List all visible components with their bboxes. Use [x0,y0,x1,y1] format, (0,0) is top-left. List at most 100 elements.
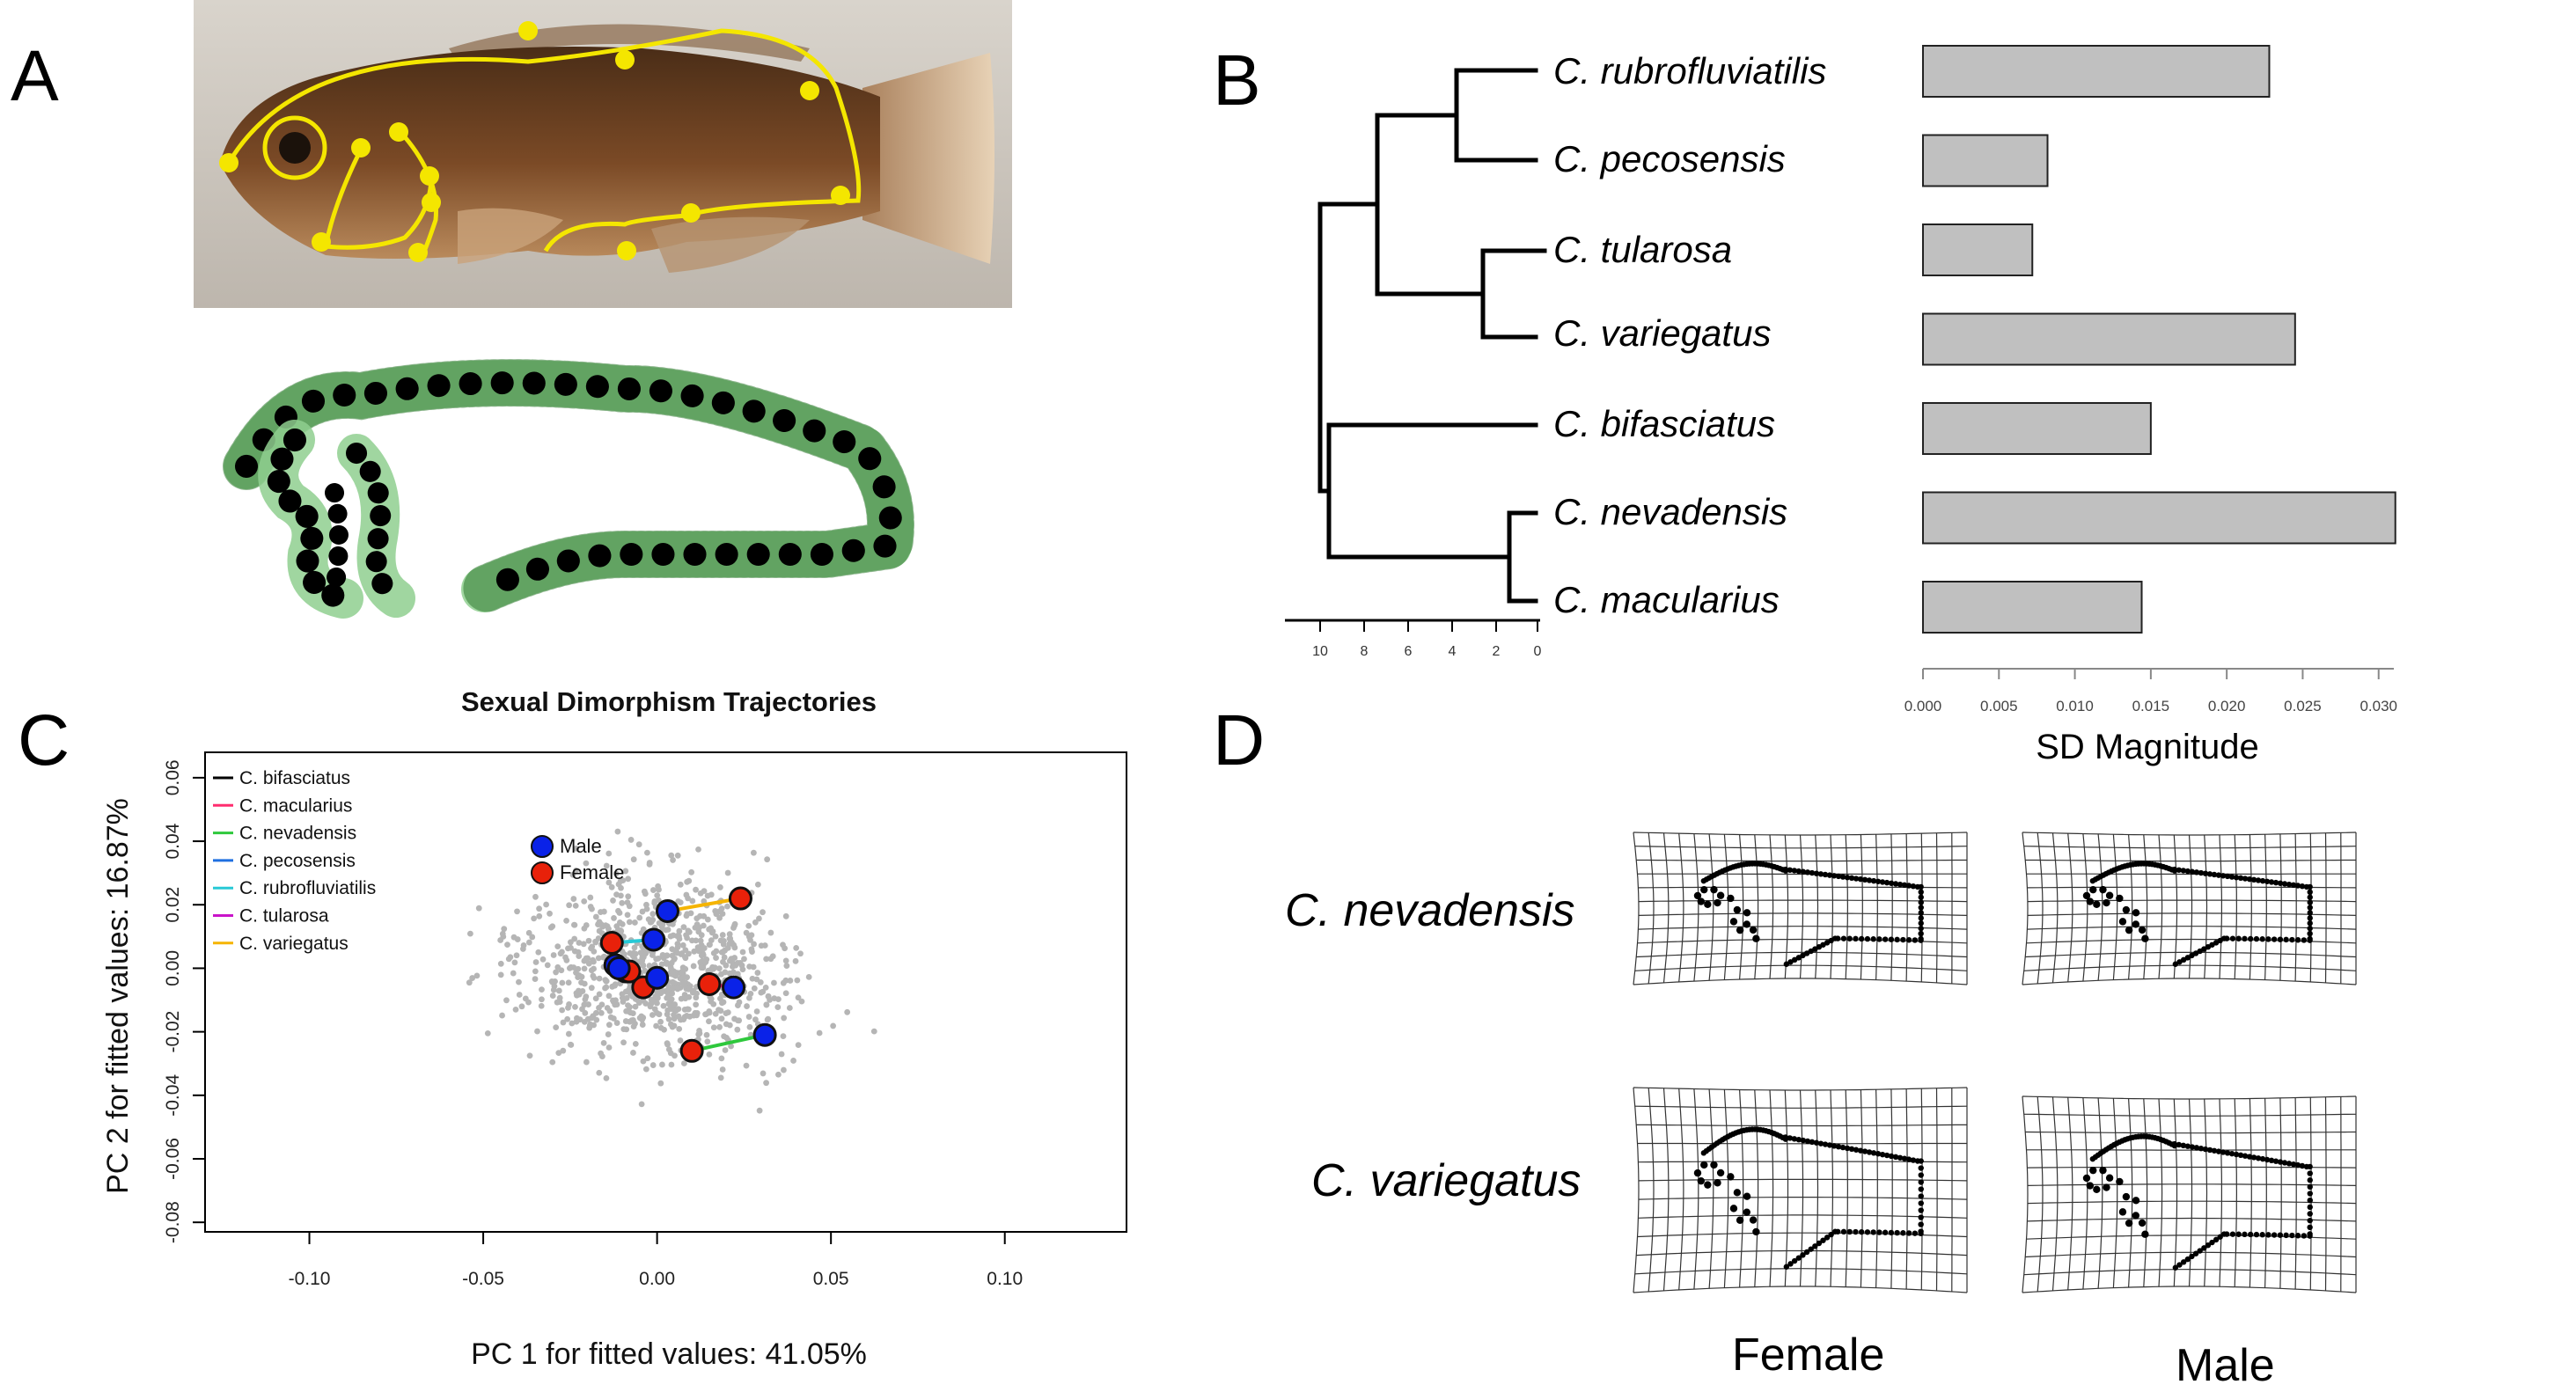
background-point [603,985,609,991]
grid-line [1633,832,1639,985]
background-point [871,1029,877,1035]
landmark-dot [2132,920,2139,927]
landmark-dot [1876,936,1882,941]
landmark-dot [2308,1177,2313,1183]
background-point [642,1000,649,1007]
legend-label: C. rubrofluviatilis [239,878,376,898]
background-point [604,978,610,985]
landmark-dot [2132,1197,2139,1204]
background-point [701,923,707,929]
landmark-dot [1714,899,1721,906]
landmark-dot [1919,1165,1924,1170]
background-point [745,923,752,929]
background-point [497,937,503,943]
background-point [548,925,554,931]
bar-4 [1923,403,2151,454]
background-point [535,949,541,956]
background-point [517,992,523,998]
row-label-nevadensis: C. nevadensis [1285,884,1575,937]
background-point [569,1021,575,1027]
grid-line [2326,1097,2327,1291]
background-point [563,957,569,963]
grid-line [2174,1099,2176,1286]
background-point [573,903,579,909]
landmark-dot [2308,920,2313,926]
background-point [539,996,545,1002]
background-point [619,900,625,906]
row-label-variegatus: C. variegatus [1311,1154,1581,1207]
landmark-dot [1919,915,1924,920]
species-label: C. variegatus [1553,312,1771,355]
background-point [578,979,584,985]
background-point [672,1052,678,1059]
landmark-dot [1918,1231,1923,1236]
background-point [696,948,702,954]
landmark-dot [2295,937,2301,942]
background-point [718,1075,724,1081]
background-point [632,919,638,926]
background-point [693,994,699,1000]
background-point [590,973,596,979]
y-tick-label: 0.02 [163,887,183,923]
background-point [627,950,633,956]
background-point [510,971,517,977]
grid-line [1937,1088,1938,1291]
grid-line [2220,835,2221,978]
background-point [670,971,676,978]
background-point [504,941,510,948]
background-point [585,1001,591,1007]
background-point [765,1016,771,1022]
bar-5 [1923,493,2396,544]
x-tick-label: 0.10 [987,1269,1023,1289]
landmark-dot [1698,1177,1705,1184]
background-point [774,1004,781,1010]
landmark-dot [2125,927,2132,934]
background-point [664,959,670,965]
background-point [701,952,707,958]
x-tick-label: -0.10 [289,1269,331,1289]
background-point [549,1059,555,1066]
grid-line [1740,1090,1743,1288]
landmark-dot [1919,1214,1924,1220]
landmark-dot [1750,1216,1757,1223]
background-point [557,999,563,1005]
background-point [799,999,805,1005]
background-point [746,1014,752,1020]
background-point [678,899,684,905]
landmark-dot [2308,1184,2313,1190]
female-point [601,933,622,954]
fish-photo [194,0,1012,308]
background-point [566,1001,572,1007]
y-tick-label: 0.06 [163,759,183,795]
background-point [630,1017,636,1023]
grid-line [2249,835,2251,980]
background-point [720,911,726,917]
panel-label-a: A [11,35,59,118]
grid-line [1891,1089,1892,1288]
background-point [516,979,522,985]
species-label: C. rubrofluviatilis [1553,50,1826,92]
grid-line [2022,1286,2356,1293]
background-point [719,1015,725,1022]
background-point [513,1007,519,1013]
grid-line [2174,835,2176,978]
background-point [704,1038,710,1044]
landmark-dot [1919,1200,1924,1205]
col-label-female: Female [1732,1329,1884,1381]
grid-line [1906,1089,1907,1290]
background-point [474,972,481,978]
background-point [727,1022,733,1029]
landmark-dot [1919,895,1924,900]
landmark-dot [1743,1193,1750,1200]
grid-line [2113,834,2117,979]
background-point [754,1008,760,1015]
background-point [636,841,642,847]
background-point [593,1017,599,1023]
tree-tick: 10 [1312,644,1328,659]
background-point [531,915,537,921]
grid-line [1694,1089,1699,1290]
background-point [661,1027,667,1033]
tree-tick: 6 [1405,644,1413,659]
grid-line [1831,1090,1832,1286]
landmark-dot [2123,906,2130,913]
